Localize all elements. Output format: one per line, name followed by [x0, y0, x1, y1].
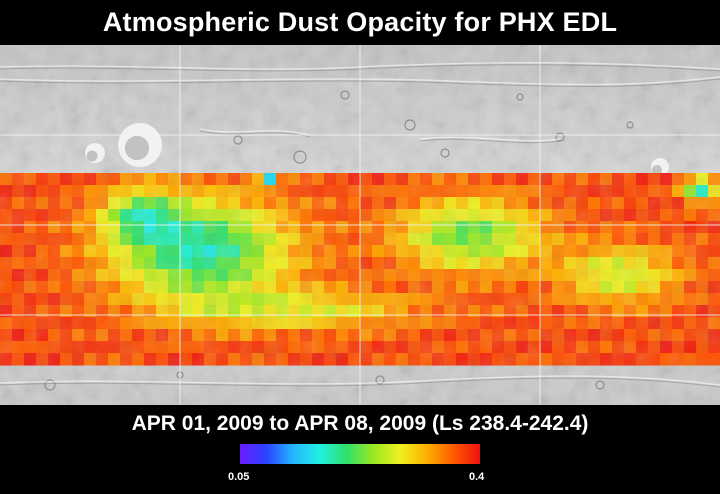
crater-feature — [404, 119, 416, 131]
crater-feature — [440, 148, 450, 158]
crater-feature — [626, 121, 634, 129]
crater-feature — [516, 93, 524, 101]
crater-feature — [293, 150, 307, 164]
ridge-feature — [199, 128, 311, 136]
map-graticule — [0, 45, 720, 405]
colorbar-min-label: 0.05 — [228, 471, 250, 483]
crater-feature — [44, 379, 56, 391]
page-title: Atmospheric Dust Opacity for PHX EDL — [102, 7, 618, 37]
volcano-shadow — [652, 165, 662, 175]
volcano-shadow — [124, 135, 150, 161]
date-range-caption: APR 01, 2009 to APR 08, 2009 (Ls 238.4-2… — [131, 412, 589, 435]
dust-opacity-band — [0, 173, 720, 366]
ridge-feature — [0, 76, 720, 86]
colorbar — [240, 444, 480, 464]
crater-feature — [340, 90, 350, 100]
crater-feature — [555, 132, 565, 142]
ridge-shadow — [419, 138, 561, 144]
colorbar-gradient — [240, 444, 480, 464]
dust-opacity-map — [0, 45, 720, 405]
ridge-shadow — [0, 377, 720, 388]
ridge-shadow — [0, 78, 720, 87]
crater-feature — [375, 375, 385, 385]
crater-feature — [233, 135, 243, 145]
volcano-shadow — [86, 150, 98, 162]
crater-feature — [595, 380, 605, 390]
map-canvas — [0, 45, 720, 405]
ridge-feature — [0, 375, 720, 386]
ridge-feature — [419, 136, 561, 142]
colorbar-max-label: 0.4 — [469, 471, 485, 483]
